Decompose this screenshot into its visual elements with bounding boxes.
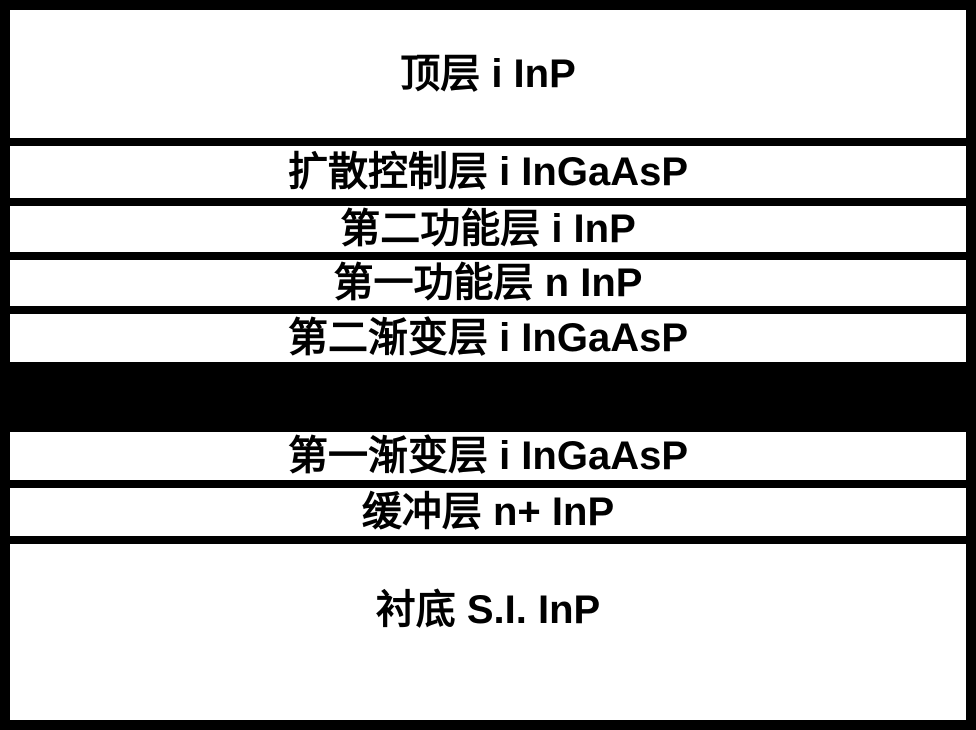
top-layer: 顶层 i InP — [10, 10, 966, 138]
first-gradient-layer: 第一渐变层 i InGaAsP — [10, 424, 966, 480]
first-functional-layer: 第一功能层 n InP — [10, 252, 966, 306]
diffusion-control-layer: 扩散控制层 i InGaAsP — [10, 138, 966, 198]
buffer-layer: 缓冲层 n+ InP — [10, 480, 966, 536]
substrate: 衬底 S.I. InP — [10, 536, 966, 676]
absorption-layer — [10, 362, 966, 424]
second-gradient-layer: 第二渐变层 i InGaAsP — [10, 306, 966, 362]
layer-stack-diagram: 顶层 i InP扩散控制层 i InGaAsP第二功能层 i InP第一功能层 … — [0, 0, 976, 730]
second-functional-layer: 第二功能层 i InP — [10, 198, 966, 252]
